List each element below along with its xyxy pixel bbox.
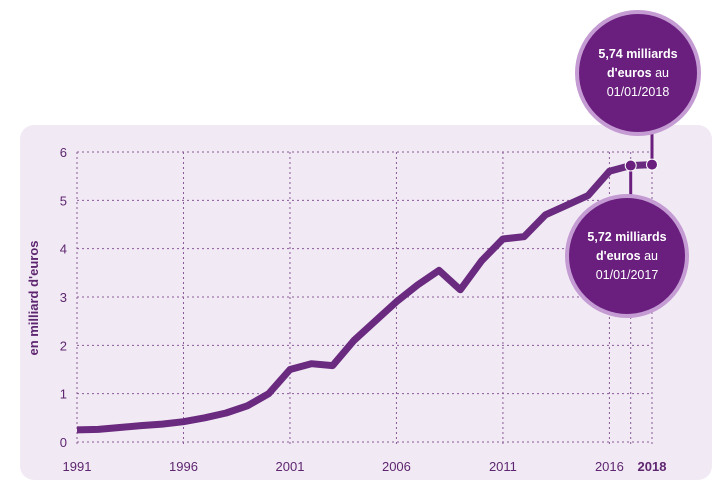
grid xyxy=(76,151,653,446)
y-axis-label: en milliard d'euros xyxy=(26,240,41,355)
series xyxy=(76,161,653,434)
y-tick-label: 6 xyxy=(60,145,67,160)
x-tick-label: 2001 xyxy=(276,459,305,474)
callout-line: 5,72 milliards xyxy=(587,230,666,244)
callout-text-segment: d'euros xyxy=(596,249,641,263)
x-tick-label: 2018 xyxy=(638,459,667,474)
chart-panel xyxy=(20,125,712,480)
callout-text-segment: au xyxy=(641,249,658,263)
y-tick-label: 2 xyxy=(60,338,67,353)
callout-bubble xyxy=(565,194,689,318)
callout-text-segment: 01/01/2018 xyxy=(607,85,670,99)
callout-text-segment: au xyxy=(652,66,669,80)
callout-line: d'euros au xyxy=(596,249,658,263)
callout-bubble xyxy=(575,10,701,136)
callout: 5,72 milliards d'euros au 01/01/2017 xyxy=(565,159,689,318)
callout-marker xyxy=(647,159,657,170)
x-tick-label: 1996 xyxy=(169,459,198,474)
x-tick-label: 2011 xyxy=(489,459,517,474)
x-tick-label: 2016 xyxy=(595,459,624,474)
callout-line: 5,74 milliards xyxy=(598,47,677,61)
callouts: 5,74 milliards d'euros au 01/01/2018 5,72 m… xyxy=(565,10,701,318)
callout-marker xyxy=(625,160,636,171)
callout-text-segment: 01/01/2017 xyxy=(596,268,659,282)
callout-text-segment: 5,72 milliards xyxy=(587,230,666,244)
callout: 5,74 milliards d'euros au 01/01/2018 xyxy=(575,10,701,171)
y-tick-label: 5 xyxy=(60,193,67,208)
x-tick-label: 1991 xyxy=(63,459,92,474)
y-tick-label: 0 xyxy=(60,435,67,450)
series-line xyxy=(76,161,653,434)
y-tick-label: 1 xyxy=(60,387,67,402)
axes: 0 1 2 3 4 5 6 1991 1996 2001 2006 2011 2016 2018 xyxy=(60,145,667,474)
callout-line: 01/01/2017 xyxy=(596,268,659,282)
callout-line: d'euros au xyxy=(607,66,669,80)
y-tick-label: 3 xyxy=(60,290,67,305)
y-tick-label: 4 xyxy=(60,242,67,257)
callout-text-segment: d'euros xyxy=(607,66,652,80)
x-tick-label: 2006 xyxy=(382,459,411,474)
callout-text-segment: 5,74 milliards xyxy=(598,47,677,61)
callout-line: 01/01/2018 xyxy=(607,85,670,99)
